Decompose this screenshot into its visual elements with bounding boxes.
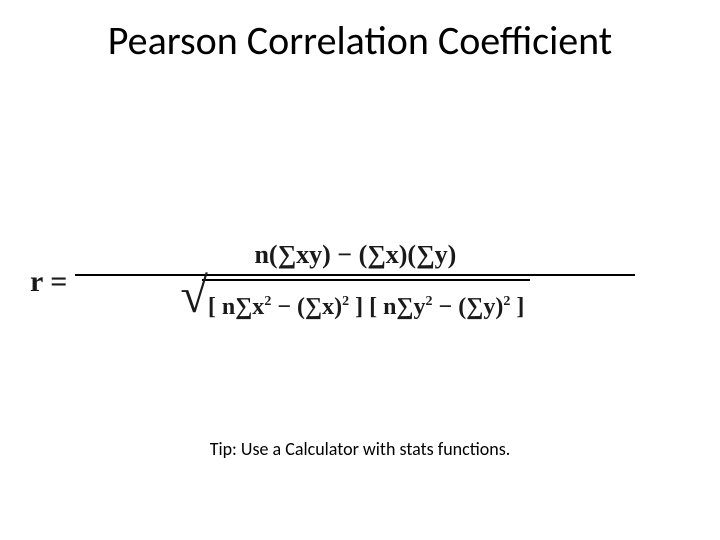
square-root: √ [ n∑x2 − (∑x)2 ] [ n∑y2 − (∑y)2 ]	[180, 276, 530, 324]
formula-denominator: √ [ n∑x2 − (∑x)2 ] [ n∑y2 − (∑y)2 ]	[180, 276, 530, 324]
radicand-seg-3: ] [ n∑y	[349, 294, 425, 320]
radicand-seg-1: [ n∑x	[208, 294, 264, 320]
slide: Pearson Correlation Coefficient r = n(∑x…	[0, 0, 720, 540]
slide-title: Pearson Correlation Coefficient	[0, 16, 720, 65]
radicand-seg-2: − (∑x)	[271, 294, 342, 320]
radicand-seg-4: − (∑y)	[433, 294, 504, 320]
radicand-sup-3: 2	[426, 294, 433, 309]
formula-numerator: n(∑xy) − (∑x)(∑y)	[242, 240, 468, 274]
radicand: [ n∑x2 − (∑x)2 ] [ n∑y2 − (∑y)2 ]	[202, 279, 530, 324]
radical-symbol-icon: √	[180, 275, 207, 315]
pearson-formula: r = n(∑xy) − (∑x)(∑y) √ [ n∑x2 − (∑x)2 ]…	[30, 240, 690, 324]
tip-text: Tip: Use a Calculator with stats functio…	[0, 438, 720, 460]
formula-fraction: n(∑xy) − (∑x)(∑y) √ [ n∑x2 − (∑x)2 ] [ n…	[75, 240, 635, 324]
radicand-seg-5: ]	[510, 294, 524, 320]
formula-lhs: r =	[30, 265, 67, 299]
